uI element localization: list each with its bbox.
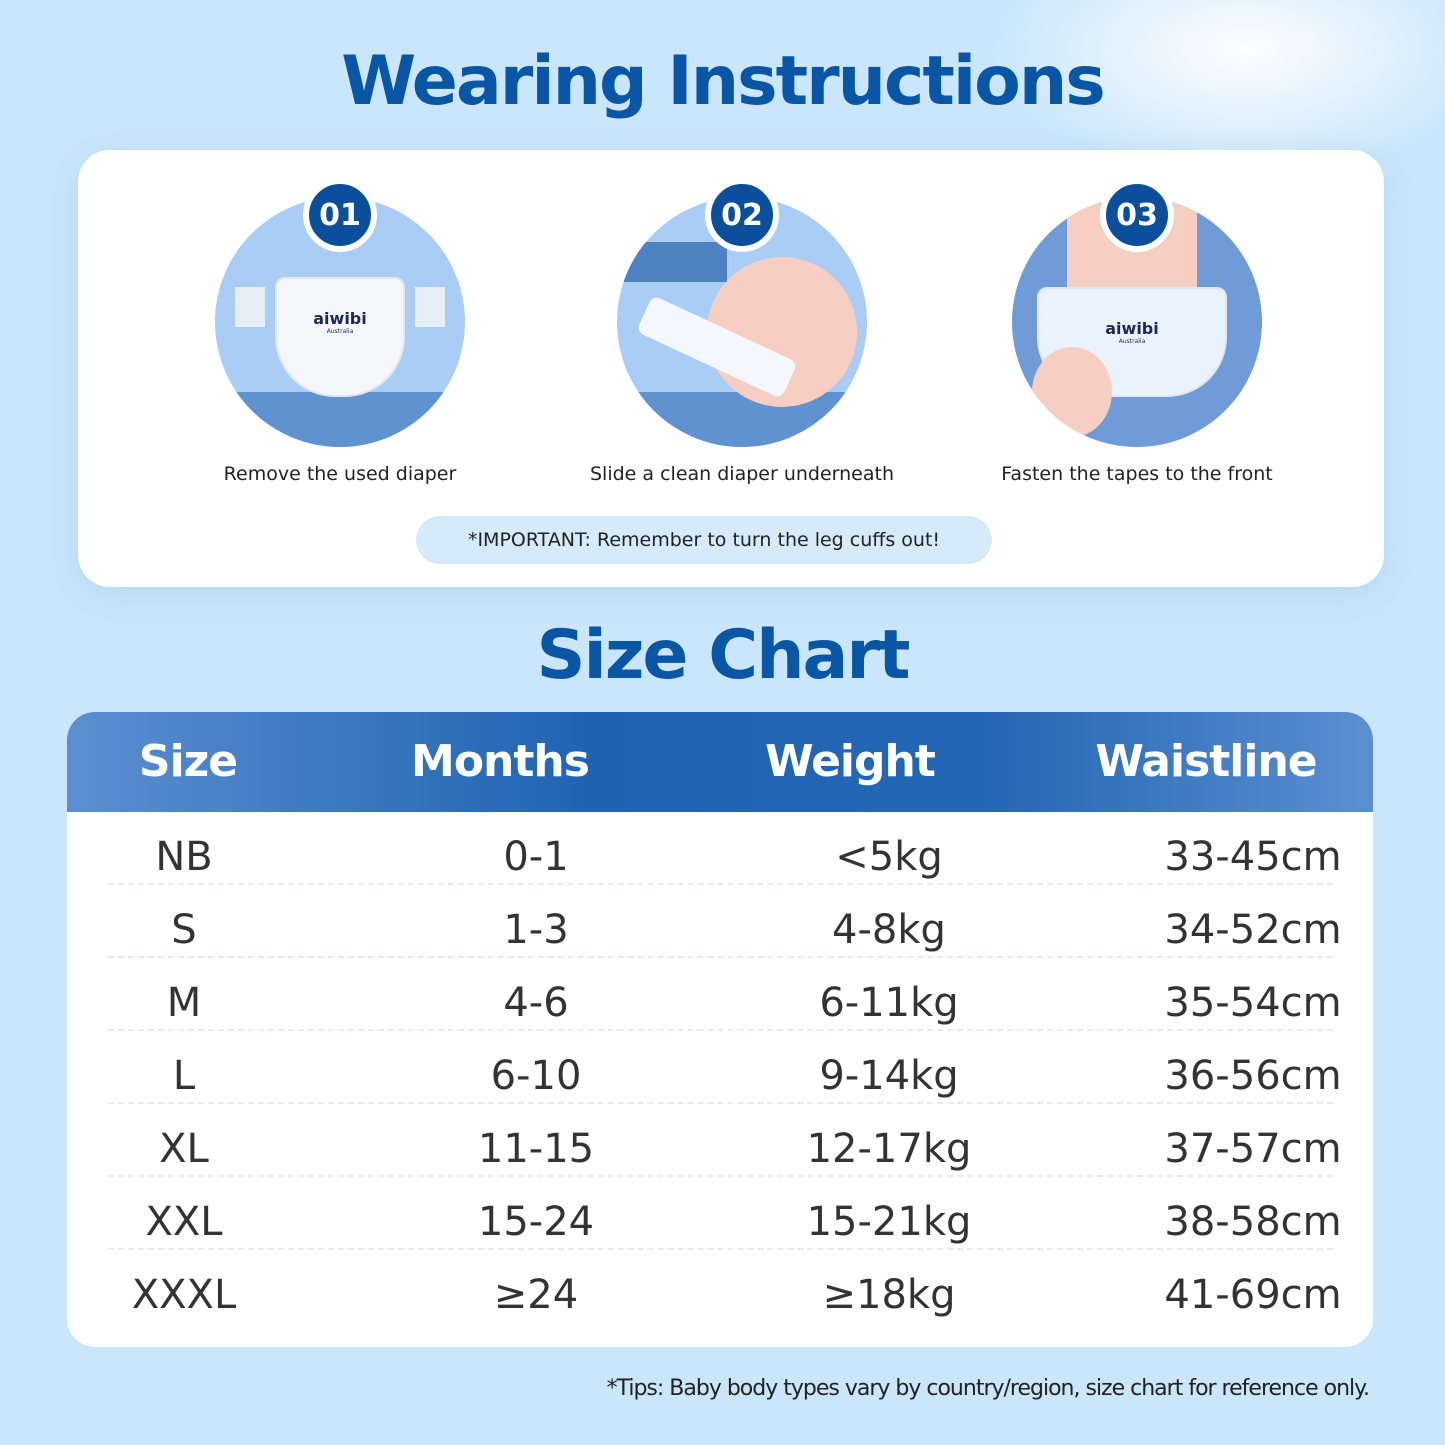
instructions-card: aiwibi Australia 01 Remove the used diape… bbox=[78, 150, 1384, 587]
table-row: XXXL ≥24 ≥18kg 41-69cm bbox=[108, 1250, 1342, 1323]
cell-weight: 4-8kg bbox=[832, 907, 946, 953]
step-number-badge: 03 bbox=[1100, 178, 1174, 252]
cell-size: XXL bbox=[145, 1199, 223, 1245]
cell-weight: <5kg bbox=[835, 834, 943, 880]
cell-weight: 6-11kg bbox=[819, 980, 959, 1026]
cell-weight: 12-17kg bbox=[806, 1126, 972, 1172]
step-caption: Slide a clean diaper underneath bbox=[590, 463, 894, 485]
instructions-title: Wearing Instructions bbox=[341, 42, 1106, 121]
cell-size: XXXL bbox=[131, 1272, 237, 1318]
table-row: XL 11-15 12-17kg 37-57cm bbox=[108, 1104, 1342, 1177]
table-row: XXL 15-24 15-21kg 38-58cm bbox=[108, 1177, 1342, 1250]
table-row: S 1-3 4-8kg 34-52cm bbox=[108, 885, 1342, 958]
cell-waistline: 34-52cm bbox=[1164, 907, 1342, 953]
step-caption: Fasten the tapes to the front bbox=[1001, 463, 1273, 485]
header-size: Size bbox=[138, 736, 238, 787]
cell-waistline: 33-45cm bbox=[1164, 834, 1342, 880]
cell-weight: 9-14kg bbox=[819, 1053, 959, 1099]
step-caption: Remove the used diaper bbox=[223, 463, 457, 485]
cell-weight: 15-21kg bbox=[806, 1199, 972, 1245]
slide-diaper-illustration bbox=[617, 197, 867, 447]
cell-size: S bbox=[171, 907, 197, 953]
cell-months: 4-6 bbox=[503, 980, 569, 1026]
cell-months: 0-1 bbox=[503, 834, 569, 880]
cell-size: L bbox=[172, 1053, 196, 1099]
cell-months: 15-24 bbox=[477, 1199, 595, 1245]
cell-waistline: 37-57cm bbox=[1164, 1126, 1342, 1172]
table-row: NB 0-1 <5kg 33-45cm bbox=[108, 812, 1342, 885]
header-waistline: Waistline bbox=[1095, 736, 1317, 787]
header-weight: Weight bbox=[765, 736, 936, 787]
cell-waistline: 35-54cm bbox=[1164, 980, 1342, 1026]
brand-logo: aiwibi Australia bbox=[313, 309, 367, 335]
cell-months: 11-15 bbox=[477, 1126, 595, 1172]
cell-waistline: 36-56cm bbox=[1164, 1053, 1342, 1099]
cell-size: XL bbox=[159, 1126, 209, 1172]
cell-months: 1-3 bbox=[503, 907, 569, 953]
step-number-badge: 02 bbox=[705, 178, 779, 252]
header-months: Months bbox=[411, 736, 590, 787]
table-header: Size Months Weight Waistline bbox=[67, 712, 1373, 812]
fasten-tapes-illustration: aiwibi Australia bbox=[1012, 197, 1262, 447]
table-row: L 6-10 9-14kg 36-56cm bbox=[108, 1031, 1342, 1104]
tips-note: *Tips: Baby body types vary by country/r… bbox=[606, 1376, 1370, 1401]
cell-size: M bbox=[166, 980, 202, 1026]
cell-months: ≥24 bbox=[493, 1272, 579, 1318]
brand-logo: aiwibi Australia bbox=[1105, 319, 1159, 345]
important-note: *IMPORTANT: Remember to turn the leg cuf… bbox=[416, 516, 992, 564]
cell-waistline: 38-58cm bbox=[1164, 1199, 1342, 1245]
cell-size: NB bbox=[155, 834, 213, 880]
cell-weight: ≥18kg bbox=[822, 1272, 956, 1318]
step-number-badge: 01 bbox=[303, 178, 377, 252]
table-row: M 4-6 6-11kg 35-54cm bbox=[108, 958, 1342, 1031]
cell-months: 6-10 bbox=[490, 1053, 582, 1099]
size-chart-table: Size Months Weight Waistline NB 0-1 <5kg 33… bbox=[67, 712, 1373, 1347]
cell-waistline: 41-69cm bbox=[1164, 1272, 1342, 1318]
size-chart-title: Size Chart bbox=[536, 616, 911, 695]
